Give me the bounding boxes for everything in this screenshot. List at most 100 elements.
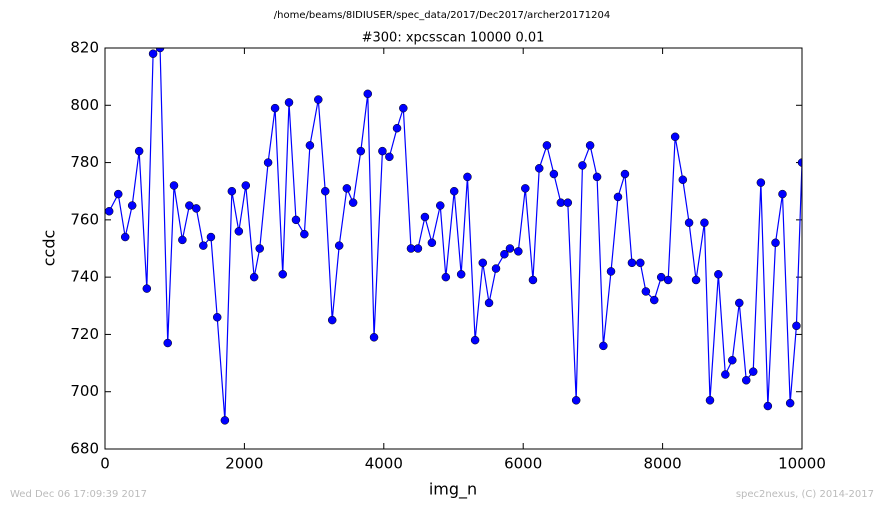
data-point (748, 367, 758, 376)
data-point (613, 192, 623, 202)
data-point (470, 335, 480, 345)
data-point (348, 198, 358, 207)
data-point (134, 146, 144, 156)
y-tick-label: 820 (70, 39, 99, 57)
data-point (342, 184, 352, 193)
data-point (420, 212, 430, 222)
data-point (663, 275, 673, 285)
y-tick-label: 740 (70, 268, 99, 286)
data-point (670, 132, 680, 142)
data-point (456, 270, 466, 279)
data-point (792, 321, 801, 331)
data-point (649, 295, 659, 305)
data-point (528, 275, 538, 285)
data-point (127, 201, 137, 210)
data-point (534, 164, 544, 173)
data-point (636, 258, 645, 268)
data-point (728, 355, 737, 365)
data-point (199, 241, 208, 250)
data-line (108, 48, 802, 421)
data-point (578, 161, 587, 170)
data-point (270, 103, 280, 113)
data-point (521, 184, 530, 193)
data-point (120, 232, 130, 242)
data-point (463, 172, 472, 182)
footer-right: spec2nexus, (C) 2014-2017 (736, 489, 874, 500)
data-point (327, 315, 337, 325)
y-tick-label: 760 (70, 210, 99, 228)
data-point (291, 215, 301, 225)
data-point (785, 398, 795, 408)
data-point (227, 186, 237, 196)
data-point (413, 244, 423, 253)
data-point (385, 152, 394, 162)
data-point (334, 241, 344, 250)
data-point (778, 189, 787, 199)
data-point (771, 238, 780, 248)
data-point (192, 204, 201, 213)
data-point (249, 272, 259, 282)
data-point (178, 235, 187, 245)
y-tick-label: 720 (70, 325, 99, 343)
data-point (284, 98, 294, 107)
data-point (436, 201, 445, 210)
data-point (399, 103, 408, 113)
data-point (514, 247, 523, 256)
data-point (563, 198, 573, 207)
data-point (691, 275, 701, 285)
x-tick-label: 2000 (225, 455, 263, 473)
x-tick-label: 10000 (778, 455, 826, 473)
data-point (797, 158, 802, 167)
data-point (756, 178, 766, 187)
data-point (113, 189, 123, 199)
data-point (105, 207, 114, 216)
y-tick-label: 700 (70, 382, 99, 400)
data-point (234, 227, 244, 236)
data-point (606, 267, 616, 276)
data-point (763, 401, 773, 411)
data-point (278, 270, 287, 279)
data-point (571, 396, 581, 405)
data-point (684, 218, 694, 227)
data-point (641, 287, 651, 296)
data-point (427, 238, 437, 248)
data-point (500, 249, 509, 259)
data-point (599, 341, 608, 351)
data-point (484, 298, 494, 308)
data-point (735, 298, 744, 308)
footer-left: Wed Dec 06 17:09:39 2017 (10, 489, 147, 500)
y-tick-label: 680 (70, 440, 99, 458)
data-point (241, 181, 251, 190)
data-point (505, 244, 515, 253)
data-point (206, 232, 216, 242)
data-point (300, 229, 309, 239)
data-point (542, 141, 552, 150)
plot-frame (104, 47, 803, 450)
data-point (700, 218, 709, 227)
data-point (627, 258, 637, 268)
y-axis-label: ccdc (40, 230, 59, 267)
data-point (741, 376, 751, 385)
data-point (678, 175, 688, 185)
x-tick-label: 6000 (504, 455, 542, 473)
data-point (549, 169, 559, 179)
data-point (491, 264, 501, 273)
data-point (392, 123, 402, 133)
data-point (356, 146, 366, 156)
data-point (705, 396, 715, 405)
data-point (142, 284, 152, 293)
x-tick-label: 8000 (644, 455, 682, 473)
data-point (363, 89, 373, 99)
data-point (163, 338, 172, 348)
data-point (721, 370, 730, 379)
data-point (592, 172, 602, 182)
series (105, 48, 802, 425)
suptitle: /home/beams/8IDIUSER/spec_data/2017/Dec2… (274, 10, 610, 21)
y-tick-label: 780 (70, 153, 99, 171)
data-point (255, 244, 264, 253)
data-point (220, 416, 230, 425)
x-tick-label: 4000 (365, 455, 403, 473)
data-point (449, 186, 459, 196)
data-point (169, 181, 179, 190)
